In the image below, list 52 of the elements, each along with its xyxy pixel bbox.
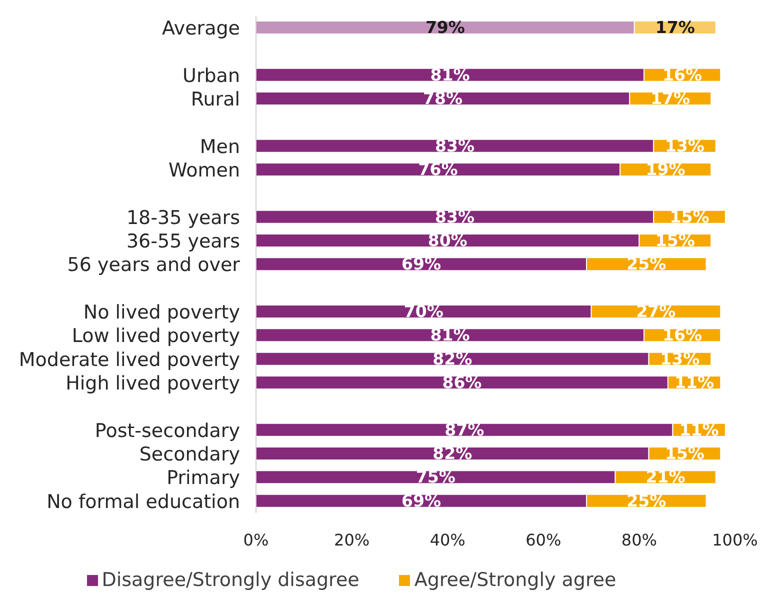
y-tick-label: 56 years and over (67, 254, 240, 276)
y-tick-label: Men (200, 136, 240, 158)
data-label: 69% (402, 491, 442, 510)
y-tick-label: Rural (190, 88, 240, 111)
data-label: 25% (626, 254, 667, 274)
x-tick-label: 0% (243, 530, 269, 550)
data-label: 13% (664, 136, 705, 156)
data-label: 25% (626, 491, 667, 510)
x-tick-label: 100% (712, 530, 758, 550)
legend-label: Disagree/Strongly disagree (102, 569, 360, 591)
x-tick-label: 60% (526, 530, 562, 550)
y-tick-label: Urban (182, 64, 240, 87)
data-label: 21% (646, 468, 686, 487)
data-label: 11% (679, 420, 720, 440)
y-tick-label: Low lived poverty (72, 325, 240, 348)
data-label: 81% (430, 326, 470, 345)
data-label: 83% (435, 136, 475, 156)
data-label: 70% (404, 302, 444, 321)
y-tick-label: 18-35 years (126, 206, 240, 229)
data-label: 13% (660, 349, 700, 368)
y-tick-label: Average (162, 18, 240, 40)
data-label: 17% (655, 18, 696, 37)
x-tick-label: 80% (621, 530, 657, 550)
data-label: 80% (428, 231, 468, 250)
data-label: 19% (646, 160, 686, 179)
data-label: 82% (432, 444, 473, 463)
x-tick-label: 40% (430, 530, 466, 550)
data-label: 81% (430, 65, 470, 84)
y-tick-label: High lived poverty (66, 372, 240, 395)
y-tick-label: No formal education (46, 490, 240, 513)
data-label: 11% (674, 373, 714, 392)
data-label: 86% (442, 373, 482, 392)
y-tick-label: No lived poverty (83, 302, 240, 324)
x-tick-label: 20% (334, 530, 370, 550)
data-label: 83% (435, 207, 475, 226)
y-tick-label: Women (168, 160, 240, 182)
data-label: 87% (444, 420, 485, 440)
y-tick-label: Moderate lived poverty (18, 348, 240, 371)
data-label: 78% (423, 89, 464, 108)
data-label: 15% (670, 207, 710, 226)
y-tick-label: Post-secondary (94, 420, 240, 442)
data-label: 15% (664, 444, 705, 463)
data-label: 16% (662, 65, 703, 84)
y-tick-label: Secondary (139, 444, 240, 466)
data-label: 15% (655, 231, 696, 250)
data-label: 16% (662, 326, 703, 345)
y-tick-label: 36-55 years (126, 230, 240, 253)
data-label: 69% (402, 254, 442, 274)
legend-label: Agree/Strongly agree (414, 569, 616, 591)
y-tick-label: Primary (166, 467, 240, 490)
data-label: 82% (432, 349, 473, 368)
data-label: 79% (425, 18, 466, 37)
